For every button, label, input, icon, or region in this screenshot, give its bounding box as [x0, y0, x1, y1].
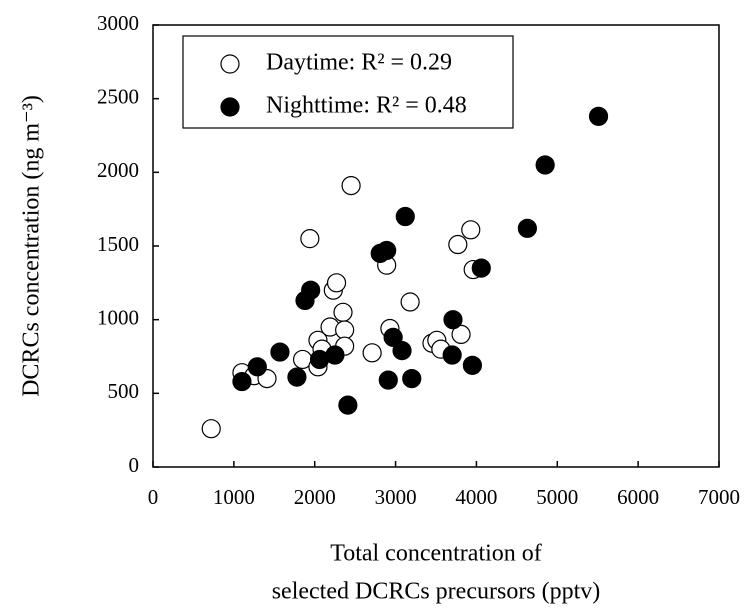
point — [443, 310, 463, 330]
point — [341, 175, 361, 196]
x-axis-label: selected DCRCs precursors (pptv) — [272, 579, 601, 605]
y-tick-label: 0 — [129, 453, 140, 477]
x-tick-label: 1000 — [213, 485, 255, 509]
point — [588, 106, 609, 126]
y-tick-label: 1000 — [97, 305, 139, 329]
x-tick-label: 3000 — [375, 485, 417, 509]
x-tick-label: 2000 — [294, 485, 336, 509]
point — [201, 419, 221, 439]
point — [378, 370, 398, 390]
y-tick-label: 3000 — [97, 11, 139, 35]
x-tick-label: 6000 — [617, 485, 659, 509]
point — [270, 342, 290, 362]
legend-label: Nighttime: R² = 0.48 — [266, 93, 467, 119]
point — [471, 258, 491, 278]
point — [462, 355, 482, 375]
legend-marker — [220, 97, 240, 117]
point — [326, 273, 347, 293]
point — [395, 206, 415, 227]
point — [461, 220, 481, 240]
point — [383, 327, 403, 347]
point — [400, 292, 420, 312]
legend-label: Daytime: R² = 0.29 — [266, 50, 452, 76]
point — [402, 369, 422, 389]
point — [300, 229, 320, 249]
x-axis-label: Total concentration of — [330, 541, 542, 567]
point — [335, 320, 355, 340]
point — [392, 341, 412, 361]
point — [448, 234, 468, 255]
point — [338, 395, 358, 415]
y-tick-label: 1500 — [97, 232, 139, 256]
x-tick-label: 4000 — [455, 485, 497, 509]
point — [333, 302, 353, 322]
y-tick-label: 2000 — [97, 158, 139, 182]
point — [442, 345, 462, 365]
point — [232, 371, 252, 392]
point — [535, 155, 555, 175]
legend-box — [182, 35, 514, 129]
y-tick-label: 500 — [108, 379, 140, 403]
point — [247, 357, 267, 377]
legend-marker — [220, 54, 240, 74]
y-axis-label: DCRCs concentration (ng m⁻³) — [19, 95, 45, 397]
x-tick-label: 5000 — [536, 485, 578, 509]
point — [451, 324, 471, 344]
point — [287, 367, 307, 387]
point — [301, 280, 321, 300]
point — [325, 345, 345, 365]
x-tick-label: 7000 — [698, 485, 740, 509]
x-tick-label: 0 — [148, 485, 159, 509]
point — [517, 218, 537, 238]
point — [362, 343, 382, 363]
point — [377, 240, 397, 261]
y-tick-label: 2500 — [97, 84, 139, 108]
